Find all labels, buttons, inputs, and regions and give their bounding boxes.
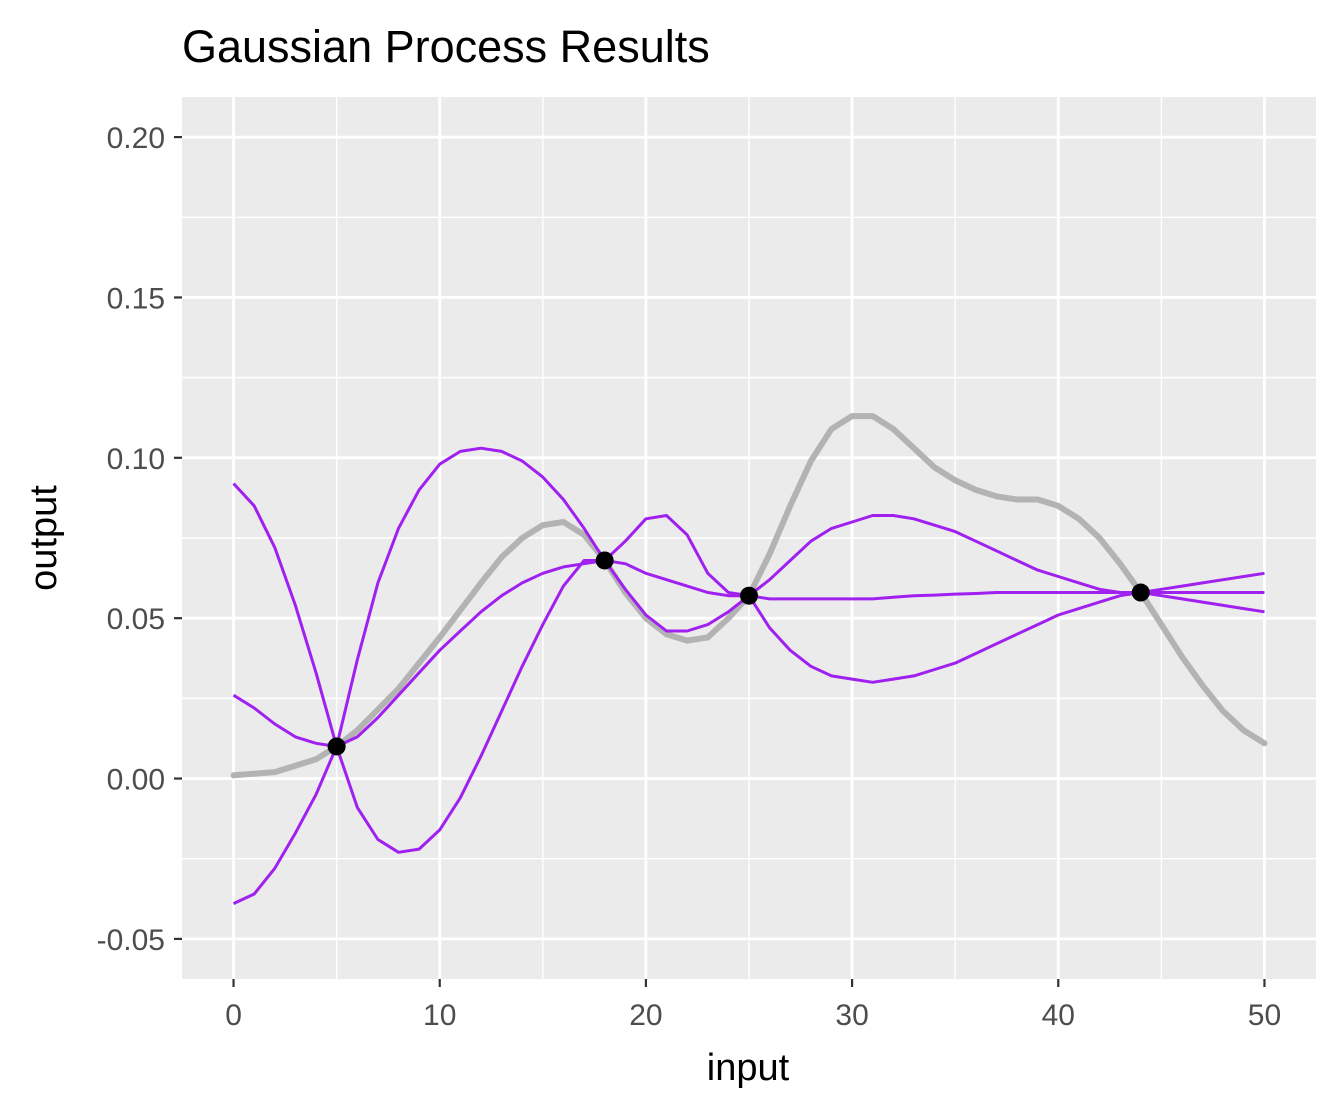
observation-point [1131,583,1150,602]
y-axis: -0.05 0.00 0.05 0.10 0.15 0.20 [97,122,182,957]
y-tick-label: -0.05 [97,924,165,957]
x-axis: 0 10 20 30 40 50 [225,979,1281,1032]
y-axis-title: output [23,485,65,591]
x-tick-label: 10 [423,999,456,1032]
minor-gridlines [182,97,1316,979]
x-tick-label: 40 [1042,999,1075,1032]
y-tick-label: 0.15 [107,282,165,315]
x-tick-label: 20 [629,999,662,1032]
y-tick-label: 0.00 [107,764,165,797]
observation-point [740,586,758,605]
observation-points [327,551,1150,756]
y-tick-label: 0.20 [107,122,165,155]
chart-title: Gaussian Process Results [182,21,710,72]
y-tick-label: 0.05 [107,603,165,636]
observation-point [327,737,346,756]
x-tick-label: 30 [835,999,868,1032]
y-tick-label: 0.10 [107,443,165,476]
observation-point [595,551,614,570]
major-gridlines [182,97,1316,979]
true-function-line [230,413,1268,779]
x-tick-label: 0 [225,999,242,1032]
x-tick-label: 50 [1248,999,1281,1032]
x-axis-title: input [707,1047,790,1089]
